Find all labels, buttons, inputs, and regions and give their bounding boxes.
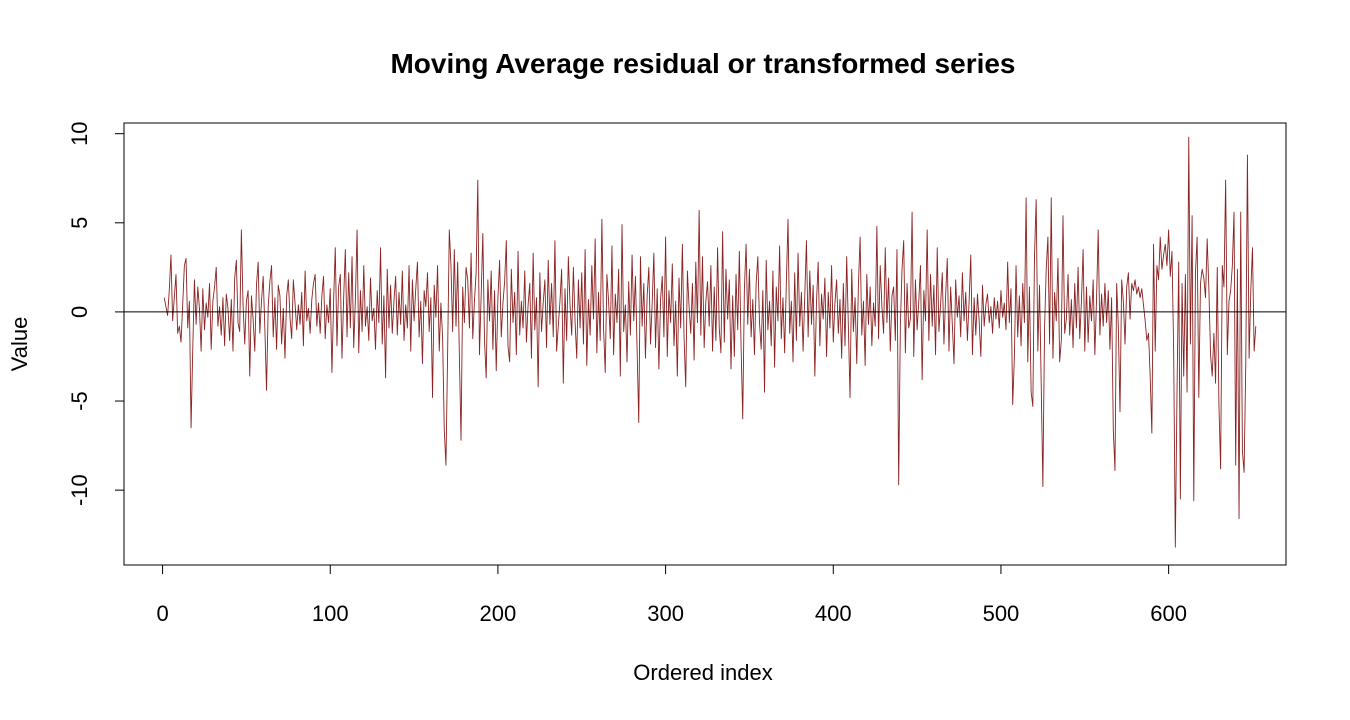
x-tick-label: 100 [312,601,349,626]
y-tick-label: -5 [67,391,92,411]
x-tick-label: 500 [983,601,1020,626]
series-layer [163,136,1257,548]
y-tick-label: 0 [67,306,92,318]
chart-title: Moving Average residual or transformed s… [390,48,1015,79]
y-tick-label: -10 [67,474,92,506]
x-axis-label: Ordered index [633,660,772,685]
x-tick-label: 0 [156,601,168,626]
x-tick-label: 400 [815,601,852,626]
y-tick-label: 5 [67,217,92,229]
y-tick-label: 10 [67,121,92,145]
x-tick-label: 300 [647,601,684,626]
x-axis: 0 100 200 300 400 500 600 [156,564,1187,626]
plot-frame [123,122,1287,566]
y-axis-label: Value [7,317,32,372]
x-tick-label: 200 [480,601,517,626]
x-tick-label: 600 [1150,601,1187,626]
series-line-0 [163,136,1257,548]
y-axis: -10 -5 0 5 10 [67,121,125,506]
